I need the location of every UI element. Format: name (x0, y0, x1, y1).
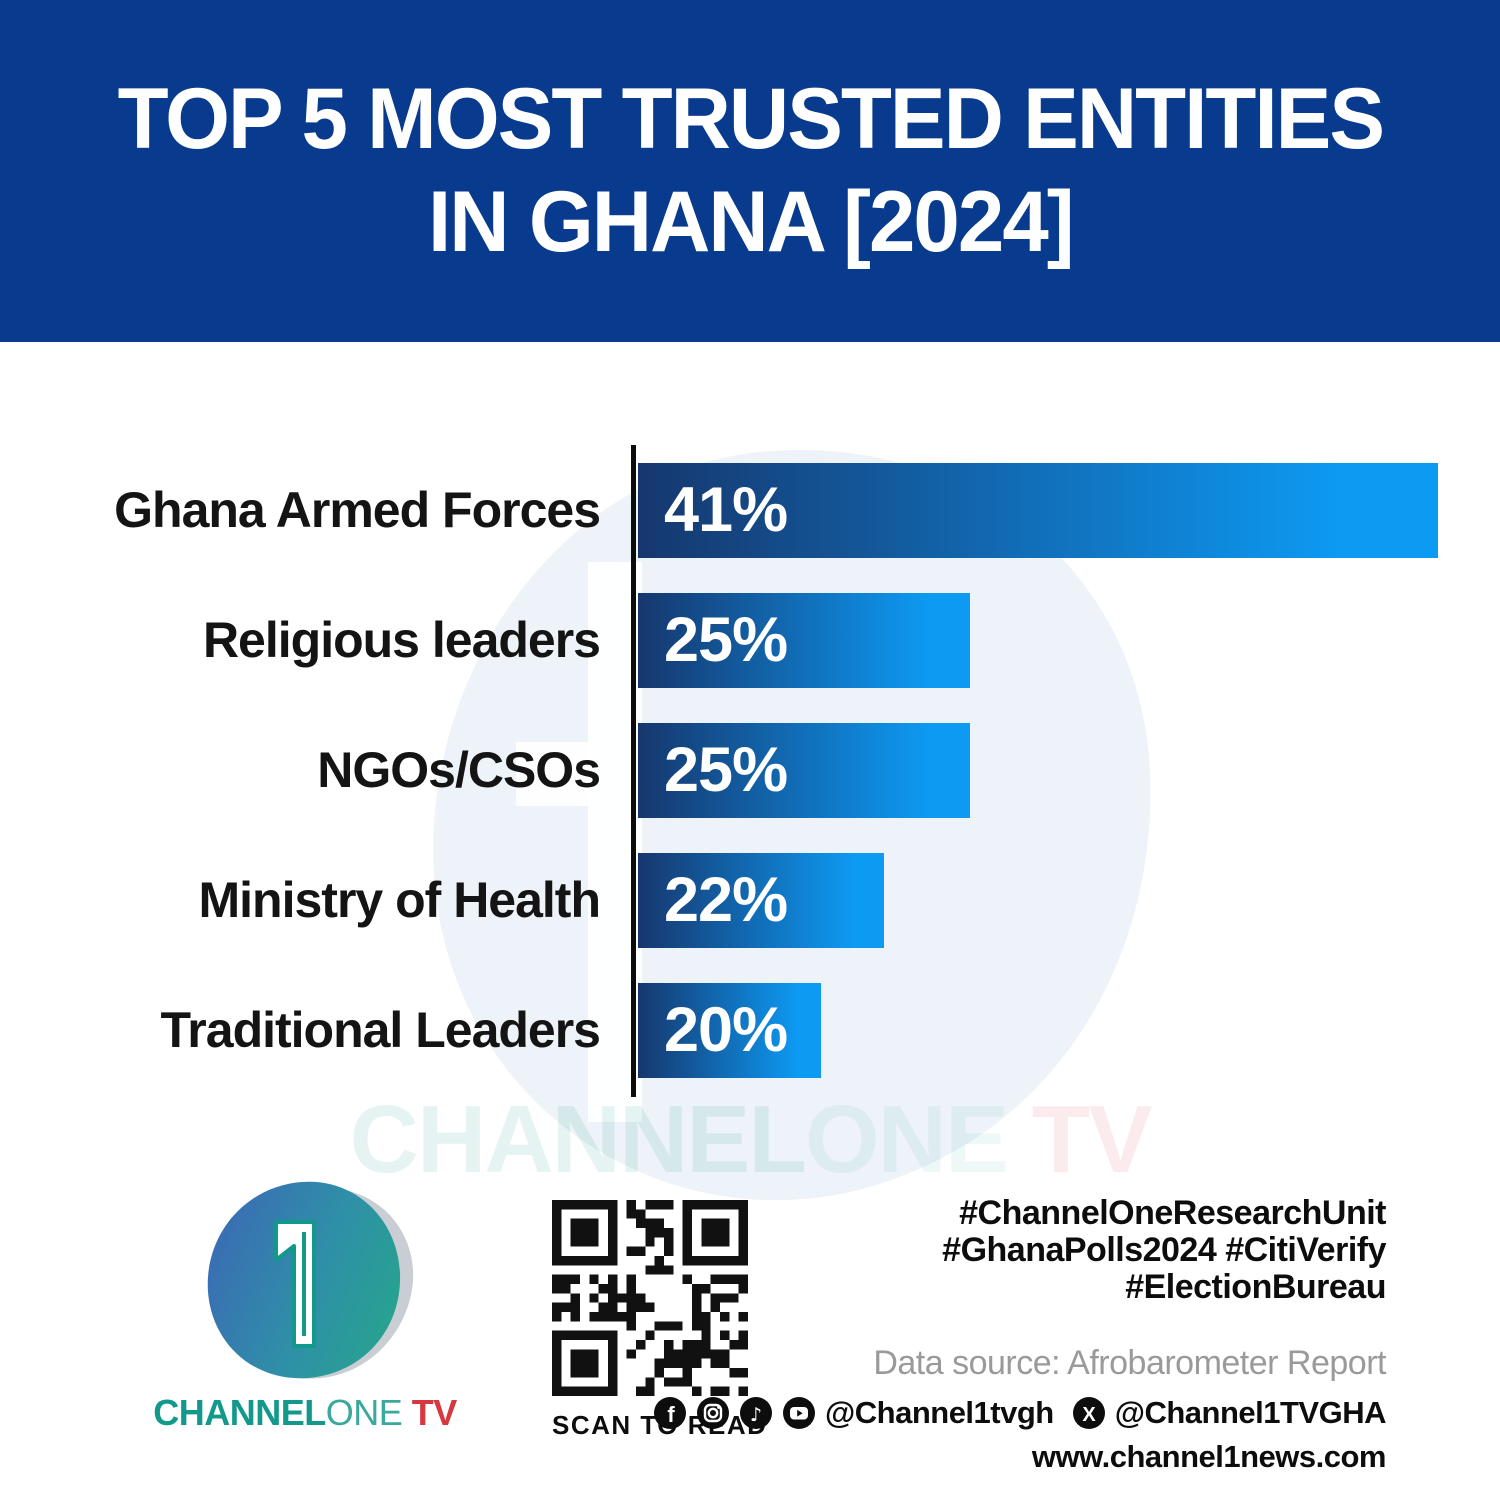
bar-row: NGOs/CSOs 25% (0, 723, 1500, 818)
bar: 20% (638, 983, 821, 1078)
hashtag-line: #ChannelOneResearchUnit (959, 1194, 1386, 1232)
page-title-line1: TOP 5 MOST TRUSTED ENTITIES (117, 70, 1384, 167)
social-row: f ♪ @Channel1tvgh X @ (654, 1395, 1387, 1431)
tiktok-icon: ♪ (740, 1397, 773, 1429)
bar-value: 20% (664, 995, 788, 1065)
bar-value: 41% (664, 475, 788, 545)
x-icon: X (1072, 1397, 1105, 1429)
page-title-line2: IN GHANA [2024] (427, 174, 1075, 270)
bar-value: 25% (664, 735, 788, 805)
social-handle-primary: @Channel1tvgh (825, 1395, 1054, 1430)
hashtag-line: #GhanaPolls2024 #CitiVerify (942, 1231, 1386, 1269)
page-title: TOP 5 MOST TRUSTED ENTITIES IN GHANA [20… (117, 68, 1384, 274)
channel-one-logo-icon (207, 1181, 414, 1379)
bar-label: Traditional Leaders (160, 1002, 601, 1058)
bar-row: Ministry of Health 22% (0, 853, 1500, 948)
chart-axis (631, 445, 636, 1097)
channel-one-wordmark: CHANNELONE TV (153, 1392, 457, 1433)
website-url: www.channel1news.com (1031, 1439, 1387, 1474)
bar-value: 25% (664, 605, 788, 675)
bar-row: Ghana Armed Forces 41% (0, 463, 1500, 558)
bar-row: Religious leaders 25% (0, 593, 1500, 688)
bar-chart: Ghana Armed Forces 41% Religious leaders… (0, 342, 1500, 1201)
facebook-icon: f (654, 1397, 687, 1429)
data-source-label: Data source: Afrobarometer Report (873, 1344, 1386, 1382)
bar: 25% (638, 723, 970, 818)
bar-value: 22% (664, 865, 788, 935)
instagram-icon (697, 1397, 730, 1429)
bar-label: Religious leaders (202, 612, 601, 668)
svg-text:X: X (1082, 1404, 1096, 1426)
hashtag-line: #ElectionBureau (1125, 1268, 1386, 1306)
header-banner: TOP 5 MOST TRUSTED ENTITIES IN GHANA [20… (0, 0, 1500, 342)
qr-code (552, 1200, 748, 1396)
channel-one-watermark: CHANNELONE TV (349, 1086, 1153, 1193)
qr-block: SCAN TO READ (552, 1200, 766, 1441)
svg-text:f: f (667, 1402, 675, 1427)
youtube-icon (783, 1397, 816, 1429)
bar-label: Ghana Armed Forces (114, 482, 601, 538)
channel-one-logo: CHANNELONE TV (140, 1178, 470, 1434)
logo-numeral-one (274, 1220, 316, 1348)
meta-block: #ChannelOneResearchUnit #GhanaPolls2024 … (654, 1194, 1387, 1475)
social-handle-twitter: @Channel1TVGHA (1114, 1395, 1387, 1430)
bar: 22% (638, 853, 884, 948)
bar: 41% (638, 463, 1438, 558)
svg-text:♪: ♪ (750, 1404, 762, 1426)
bar-row: Traditional Leaders 20% (0, 983, 1500, 1078)
bar-label: NGOs/CSOs (317, 742, 601, 798)
bar-label: Ministry of Health (198, 872, 601, 928)
bar: 25% (638, 593, 970, 688)
